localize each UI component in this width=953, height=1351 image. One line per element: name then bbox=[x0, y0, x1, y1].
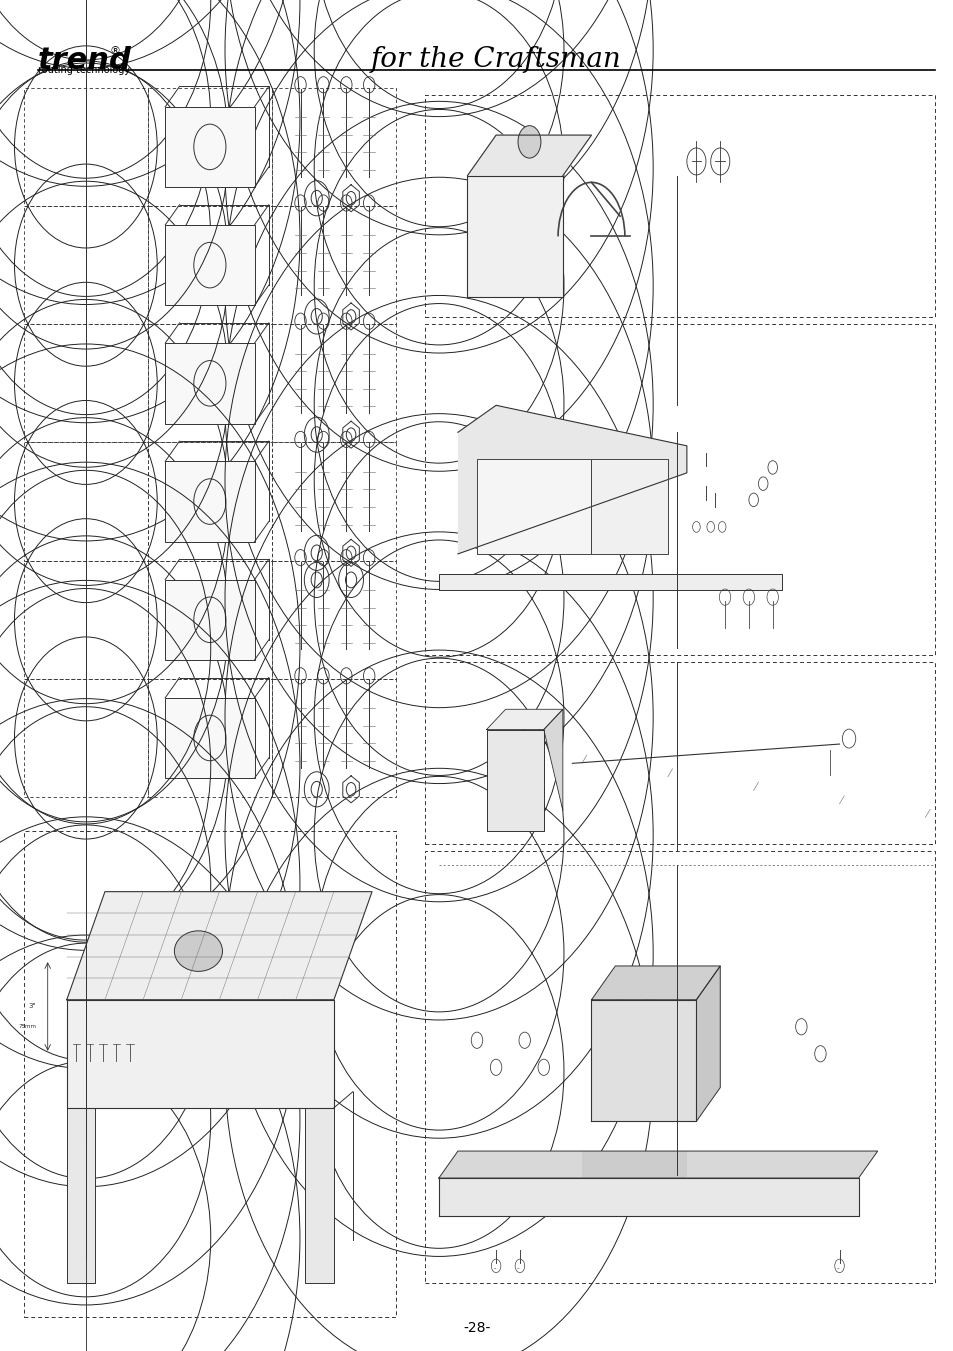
Polygon shape bbox=[486, 730, 543, 831]
Polygon shape bbox=[438, 574, 781, 590]
Text: -: - bbox=[517, 1265, 519, 1271]
Polygon shape bbox=[486, 709, 562, 730]
Circle shape bbox=[517, 126, 540, 158]
Text: ®: ® bbox=[110, 46, 121, 55]
Polygon shape bbox=[581, 1151, 686, 1178]
Polygon shape bbox=[457, 405, 686, 554]
Polygon shape bbox=[67, 892, 372, 1000]
Bar bbox=[165, 224, 254, 305]
Polygon shape bbox=[476, 459, 591, 554]
Text: routing technology: routing technology bbox=[38, 65, 131, 74]
Bar bbox=[165, 698, 254, 778]
Text: -28-: -28- bbox=[463, 1321, 490, 1335]
Polygon shape bbox=[591, 459, 667, 554]
Polygon shape bbox=[438, 1151, 877, 1178]
Text: for the Craftsman: for the Craftsman bbox=[371, 46, 620, 73]
Bar bbox=[165, 343, 254, 424]
Bar bbox=[165, 107, 254, 186]
Polygon shape bbox=[67, 1000, 334, 1108]
Polygon shape bbox=[467, 135, 591, 176]
Polygon shape bbox=[467, 176, 562, 297]
Polygon shape bbox=[591, 1000, 696, 1121]
Text: -: - bbox=[493, 1265, 496, 1271]
Text: trend: trend bbox=[38, 46, 132, 74]
Text: -: - bbox=[836, 1265, 839, 1271]
Polygon shape bbox=[305, 1108, 334, 1283]
Text: 75mm: 75mm bbox=[18, 1024, 36, 1029]
Bar bbox=[165, 462, 254, 542]
Polygon shape bbox=[696, 966, 720, 1121]
Ellipse shape bbox=[174, 931, 222, 971]
Bar bbox=[165, 580, 254, 661]
Polygon shape bbox=[543, 709, 562, 811]
Polygon shape bbox=[438, 1178, 858, 1216]
Text: 3": 3" bbox=[29, 1004, 36, 1009]
Polygon shape bbox=[67, 1108, 95, 1283]
Polygon shape bbox=[591, 966, 720, 1000]
